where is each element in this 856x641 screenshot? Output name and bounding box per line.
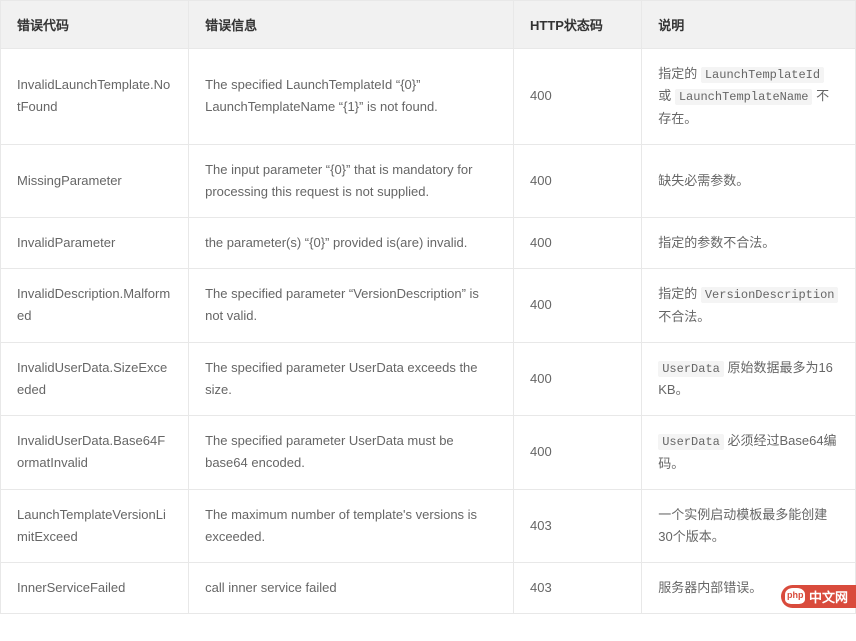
cell-error-message: call inner service failed	[189, 562, 514, 613]
cell-error-message: The specified parameter UserData exceeds…	[189, 342, 514, 415]
cell-error-message: The specified parameter “VersionDescript…	[189, 269, 514, 342]
cell-description: UserData 必须经过Base64编码。	[642, 416, 856, 489]
inline-code: UserData	[658, 434, 724, 450]
cell-http-status: 400	[513, 49, 641, 145]
site-logo-badge[interactable]: php 中文网	[781, 585, 856, 608]
inline-code: LaunchTemplateId	[701, 67, 824, 83]
table-row: InvalidParameterthe parameter(s) “{0}” p…	[1, 218, 856, 269]
table-body: InvalidLaunchTemplate.NotFoundThe specif…	[1, 49, 856, 614]
cell-error-code: InvalidParameter	[1, 218, 189, 269]
table-row: InvalidUserData.Base64FormatInvalidThe s…	[1, 416, 856, 489]
logo-text: 中文网	[809, 587, 848, 606]
column-header-3: 说明	[642, 1, 856, 49]
table-row: MissingParameterThe input parameter “{0}…	[1, 144, 856, 217]
column-header-1: 错误信息	[189, 1, 514, 49]
cell-error-message: the parameter(s) “{0}” provided is(are) …	[189, 218, 514, 269]
table-row: InnerServiceFailedcall inner service fai…	[1, 562, 856, 613]
cell-description: 指定的 VersionDescription 不合法。	[642, 269, 856, 342]
cell-http-status: 403	[513, 489, 641, 562]
cell-error-code: LaunchTemplateVersionLimitExceed	[1, 489, 189, 562]
column-header-0: 错误代码	[1, 1, 189, 49]
table-header: 错误代码错误信息HTTP状态码说明	[1, 1, 856, 49]
cell-http-status: 400	[513, 342, 641, 415]
cell-error-message: The maximum number of template's version…	[189, 489, 514, 562]
php-elephant-icon: php	[785, 588, 805, 604]
cell-description: UserData 原始数据最多为16 KB。	[642, 342, 856, 415]
cell-http-status: 400	[513, 269, 641, 342]
cell-error-code: InvalidUserData.SizeExceeded	[1, 342, 189, 415]
cell-error-message: The specified parameter UserData must be…	[189, 416, 514, 489]
inline-code: VersionDescription	[701, 287, 839, 303]
cell-description: 指定的参数不合法。	[642, 218, 856, 269]
table-row: InvalidLaunchTemplate.NotFoundThe specif…	[1, 49, 856, 145]
error-codes-table: 错误代码错误信息HTTP状态码说明 InvalidLaunchTemplate.…	[0, 0, 856, 614]
column-header-2: HTTP状态码	[513, 1, 641, 49]
cell-error-code: InvalidLaunchTemplate.NotFound	[1, 49, 189, 145]
cell-http-status: 400	[513, 144, 641, 217]
cell-error-message: The input parameter “{0}” that is mandat…	[189, 144, 514, 217]
cell-error-code: InnerServiceFailed	[1, 562, 189, 613]
cell-http-status: 400	[513, 218, 641, 269]
cell-error-code: InvalidDescription.Malformed	[1, 269, 189, 342]
php-text: php	[787, 591, 804, 600]
table-row: LaunchTemplateVersionLimitExceedThe maxi…	[1, 489, 856, 562]
cell-error-message: The specified LaunchTemplateId “{0}” Lau…	[189, 49, 514, 145]
table-row: InvalidDescription.MalformedThe specifie…	[1, 269, 856, 342]
cell-http-status: 400	[513, 416, 641, 489]
cell-error-code: InvalidUserData.Base64FormatInvalid	[1, 416, 189, 489]
inline-code: LaunchTemplateName	[675, 89, 813, 105]
cell-http-status: 403	[513, 562, 641, 613]
cell-description: 指定的 LaunchTemplateId 或 LaunchTemplateNam…	[642, 49, 856, 145]
table-row: InvalidUserData.SizeExceededThe specifie…	[1, 342, 856, 415]
cell-description: 一个实例启动模板最多能创建30个版本。	[642, 489, 856, 562]
cell-error-code: MissingParameter	[1, 144, 189, 217]
header-row: 错误代码错误信息HTTP状态码说明	[1, 1, 856, 49]
cell-description: 缺失必需参数。	[642, 144, 856, 217]
inline-code: UserData	[658, 361, 724, 377]
